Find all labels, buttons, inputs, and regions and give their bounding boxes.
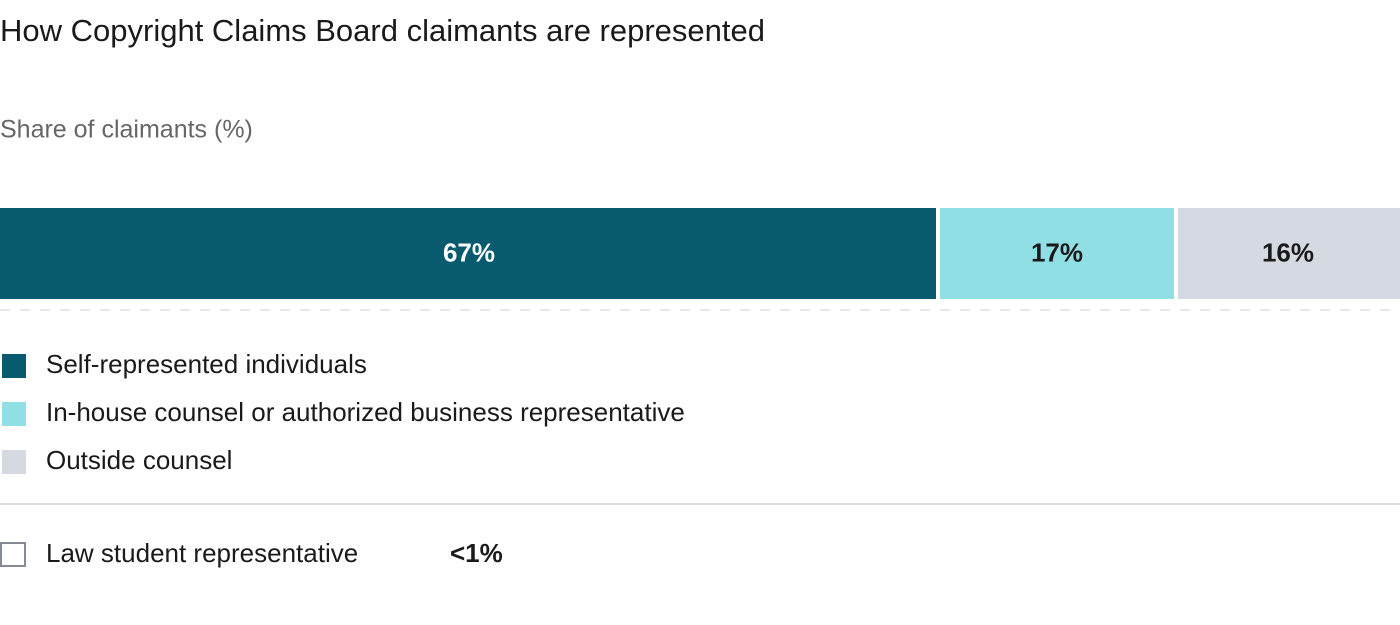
chart-title: How Copyright Claims Board claimants are… [0,13,765,48]
legend-label: Self-represented individuals [46,349,367,379]
value-label: 67% [443,237,495,267]
bar-segment [940,208,1174,299]
legend-swatch [2,450,26,474]
chart-subtitle: Share of claimants (%) [0,116,253,144]
value-label: <1% [450,538,503,568]
legend-label: In-house counsel or authorized business … [46,397,685,427]
value-label: 17% [1031,237,1083,267]
legend-label: Law student representative [46,538,358,568]
bar-segment [1178,208,1400,299]
legend-swatch [2,354,26,378]
value-label: 16% [1262,237,1314,267]
legend-swatch [2,402,26,426]
bar-segment [0,208,936,299]
legend-label: Outside counsel [46,445,232,475]
legend-swatch-empty [0,542,26,567]
